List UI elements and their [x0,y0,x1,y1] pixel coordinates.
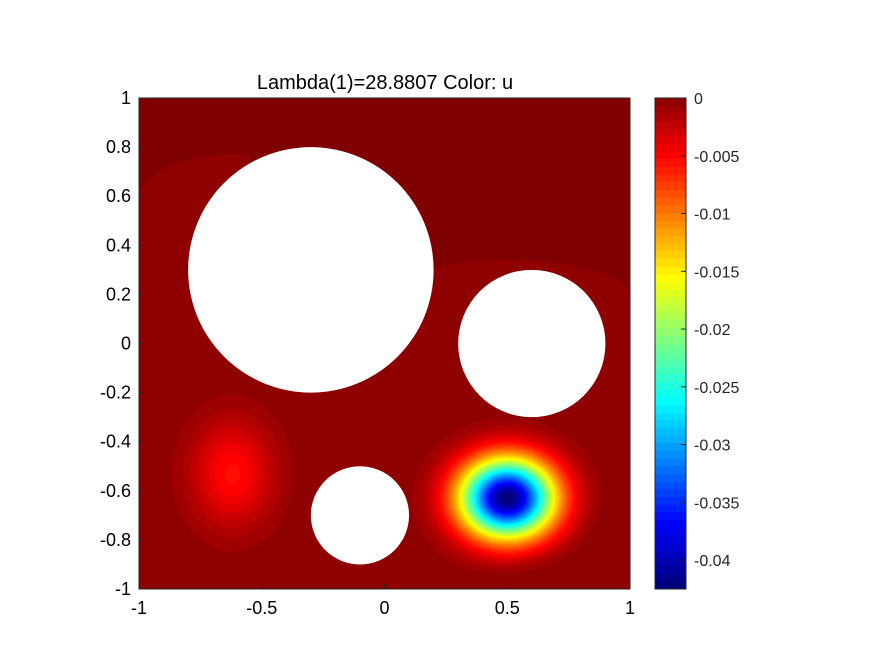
y-tick-label: 0.8 [106,137,131,157]
plot-title: Lambda(1)=28.8807 Color: u [257,72,513,94]
colorbar-axis: 0 -0.005 -0.01 -0.015 -0.02 -0.025 -0.03 -0.035… [681,91,739,570]
x-tick-label: 0.5 [495,598,520,618]
colorbar-tick-label: -0.015 [694,264,739,281]
y-tick-label: -0.4 [100,432,131,452]
x-tick-label: -0.5 [246,598,277,618]
x-tick-label: -1 [131,598,147,618]
y-tick-label: 0 [121,334,131,354]
colorbar-tick-label: -0.04 [694,553,731,570]
x-axis: -1 -0.5 0 0.5 1 [131,584,635,618]
y-tick-label: -0.6 [100,481,131,501]
colorbar-tick-label: -0.025 [694,380,739,397]
hole-3 [310,466,410,565]
y-tick-label: 1 [121,88,131,108]
colorbar-tick-label: -0.02 [694,322,731,339]
colorbar-tick-label: 0 [694,91,703,108]
y-tick-label: 0.4 [106,235,131,255]
colorbar-frame [654,97,687,590]
y-tick-label: 0.2 [106,284,131,304]
colorbar-tick-label: -0.035 [694,495,739,512]
domain-holes [188,147,606,565]
y-axis: 1 0.8 0.6 0.4 0.2 0 -0.2 -0.4 -0.6 -0.8 -1 [100,88,144,599]
colorbar [655,98,686,589]
x-tick-label: 1 [625,598,635,618]
y-tick-label: 0.6 [106,186,131,206]
x-tick-label: 0 [379,598,389,618]
y-tick-label: -0.8 [100,530,131,550]
y-tick-label: -0.2 [100,383,131,403]
colorbar-tick-label: -0.01 [694,207,731,224]
colorbar-tick-label: -0.005 [694,149,739,166]
hole-1 [188,147,434,393]
hole-2 [458,269,606,418]
colorbar-tick-label: -0.03 [694,438,731,455]
y-tick-label: -1 [115,579,131,599]
